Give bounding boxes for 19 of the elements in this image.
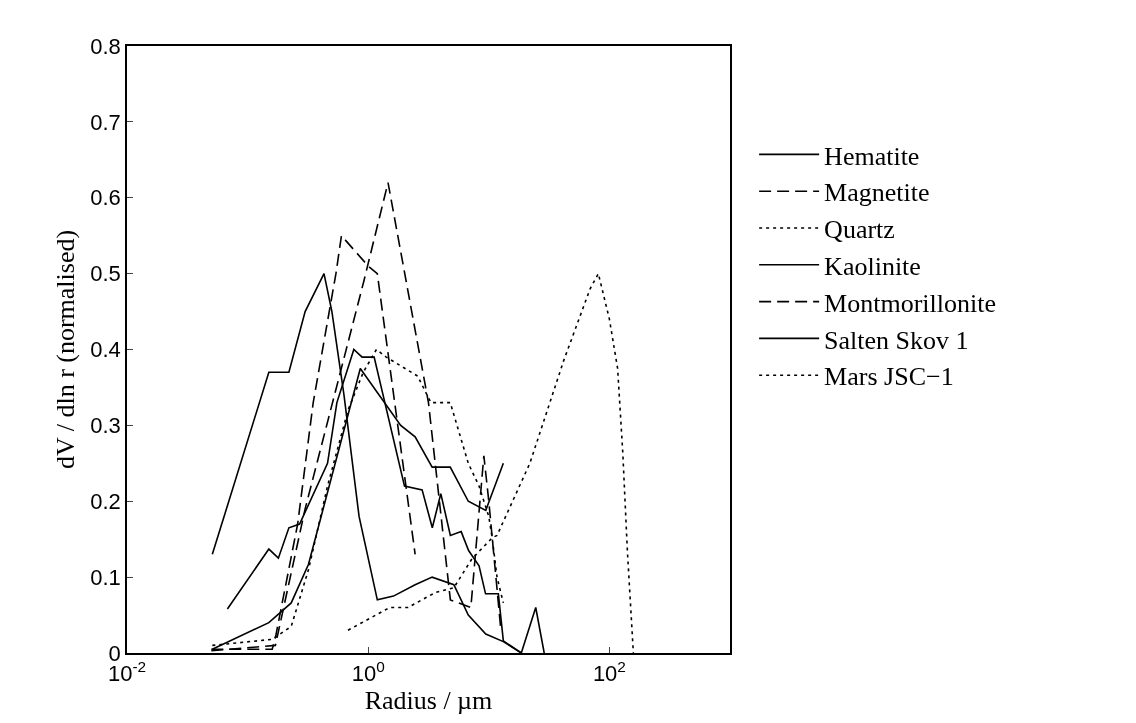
y-tick-label: 0.1 (90, 564, 121, 590)
x-axis-title: Radius / µm (364, 686, 493, 716)
x-tick-label: 10$^{0}$ (351, 657, 385, 687)
legend-label: Mars JSC−1 (824, 362, 954, 392)
y-tick-label: 0.2 (90, 488, 121, 514)
y-tick-label: 0.7 (90, 109, 121, 135)
legend-label: Magnetite (824, 178, 930, 208)
y-tick-label: 0.6 (90, 185, 121, 211)
x-tick-label: 10$^{2}$ (592, 657, 626, 687)
y-tick-label: 0.3 (90, 413, 121, 439)
legend-label: Montmorillonite (824, 288, 997, 318)
y-tick-label: 0.5 (90, 261, 121, 287)
legend-label: Kaolinite (824, 251, 921, 281)
legend-label: Salten Skov 1 (824, 325, 969, 355)
legend-label: Hematite (824, 141, 920, 171)
legend-label: Quartz (824, 215, 895, 245)
y-tick-label: 0.8 (90, 33, 121, 59)
y-tick-label: 0.4 (90, 337, 121, 363)
y-axis-title: dV / dln r (normalised) (51, 229, 81, 470)
